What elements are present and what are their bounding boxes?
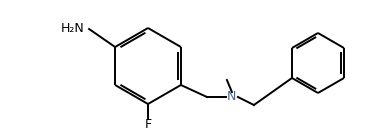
Text: H₂N: H₂N <box>61 22 85 34</box>
Text: N: N <box>227 91 236 103</box>
Text: F: F <box>144 118 151 131</box>
